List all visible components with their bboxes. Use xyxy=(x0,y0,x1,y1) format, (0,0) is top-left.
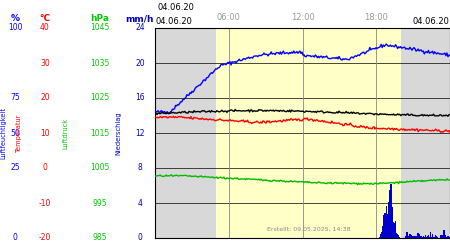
Bar xyxy=(430,232,431,238)
Text: 0: 0 xyxy=(43,164,47,172)
Text: 10: 10 xyxy=(40,128,50,138)
Text: 30: 30 xyxy=(40,58,50,68)
Bar xyxy=(433,236,434,238)
Bar xyxy=(420,236,422,238)
Text: 04.06.20: 04.06.20 xyxy=(412,16,449,26)
Bar xyxy=(436,236,437,238)
Text: mm/h: mm/h xyxy=(126,14,154,23)
Text: 1035: 1035 xyxy=(90,58,110,68)
Text: 75: 75 xyxy=(10,94,20,102)
Bar xyxy=(386,206,387,238)
Bar xyxy=(405,236,406,238)
Bar xyxy=(440,235,441,238)
Text: 0: 0 xyxy=(13,234,18,242)
Text: 16: 16 xyxy=(135,94,145,102)
Bar xyxy=(387,202,389,238)
Text: 985: 985 xyxy=(93,234,107,242)
Bar xyxy=(387,214,388,238)
Text: 0: 0 xyxy=(138,234,143,242)
Text: 1005: 1005 xyxy=(90,164,110,172)
Bar xyxy=(427,236,428,238)
Text: 1025: 1025 xyxy=(90,94,110,102)
Bar xyxy=(422,237,423,238)
Bar xyxy=(398,235,399,238)
Bar xyxy=(441,236,442,238)
Bar xyxy=(394,223,395,238)
Bar xyxy=(384,213,386,238)
Bar xyxy=(426,237,427,238)
Text: 04.06.20: 04.06.20 xyxy=(157,2,194,12)
Text: -20: -20 xyxy=(39,234,51,242)
Bar xyxy=(416,237,418,238)
Text: °C: °C xyxy=(40,14,50,23)
Bar xyxy=(415,236,417,238)
Text: 20: 20 xyxy=(135,58,145,68)
Bar xyxy=(379,237,381,238)
Text: Temperatur: Temperatur xyxy=(16,114,22,152)
Text: %: % xyxy=(10,14,19,23)
Bar xyxy=(443,230,445,238)
Text: 25: 25 xyxy=(10,164,20,172)
Bar xyxy=(437,236,438,238)
Bar xyxy=(414,237,416,238)
Text: 12: 12 xyxy=(135,128,145,138)
Bar xyxy=(423,237,425,238)
Text: Erstellt: 09.05.2025, 14:38: Erstellt: 09.05.2025, 14:38 xyxy=(267,227,351,232)
Text: 40: 40 xyxy=(40,24,50,32)
Text: 20: 20 xyxy=(40,94,50,102)
Bar xyxy=(408,236,410,238)
Bar xyxy=(397,234,398,238)
Bar xyxy=(392,207,393,238)
Bar xyxy=(444,235,446,238)
Bar xyxy=(411,236,413,238)
Bar xyxy=(410,235,412,238)
Bar xyxy=(446,237,448,238)
Text: 1015: 1015 xyxy=(90,128,110,138)
Text: 4: 4 xyxy=(138,198,143,207)
Bar xyxy=(393,222,394,238)
Bar xyxy=(383,214,385,238)
Text: 995: 995 xyxy=(93,198,107,207)
Bar xyxy=(380,234,382,238)
Text: -10: -10 xyxy=(39,198,51,207)
Bar xyxy=(409,234,411,238)
Text: 100: 100 xyxy=(8,24,22,32)
Bar xyxy=(434,236,435,238)
Text: 8: 8 xyxy=(138,164,142,172)
Bar xyxy=(432,234,433,238)
Bar xyxy=(413,236,415,238)
Bar xyxy=(391,184,392,238)
Bar xyxy=(418,234,420,238)
Bar xyxy=(389,190,390,238)
Bar xyxy=(428,235,429,238)
Bar xyxy=(417,233,419,238)
Bar xyxy=(423,236,424,238)
Text: 50: 50 xyxy=(10,128,20,138)
Text: 24: 24 xyxy=(135,24,145,32)
Bar xyxy=(442,235,444,238)
Bar xyxy=(406,232,408,238)
Bar xyxy=(429,236,430,238)
Bar xyxy=(390,184,391,238)
Text: 1045: 1045 xyxy=(90,24,110,32)
Bar xyxy=(424,235,426,238)
Bar xyxy=(447,236,449,238)
Text: Luftdruck: Luftdruck xyxy=(62,118,68,148)
Text: Niederschlag: Niederschlag xyxy=(115,111,121,155)
Bar xyxy=(382,226,384,238)
Bar xyxy=(395,221,396,238)
Text: 04.06.20: 04.06.20 xyxy=(156,16,193,26)
Bar xyxy=(396,233,397,238)
Bar xyxy=(448,237,450,238)
Text: hPa: hPa xyxy=(90,14,109,23)
Bar xyxy=(382,232,383,238)
Bar xyxy=(419,237,421,238)
Bar xyxy=(216,28,401,238)
Bar xyxy=(435,235,436,238)
Text: Luftfeuchtigkeit: Luftfeuchtigkeit xyxy=(0,107,6,159)
